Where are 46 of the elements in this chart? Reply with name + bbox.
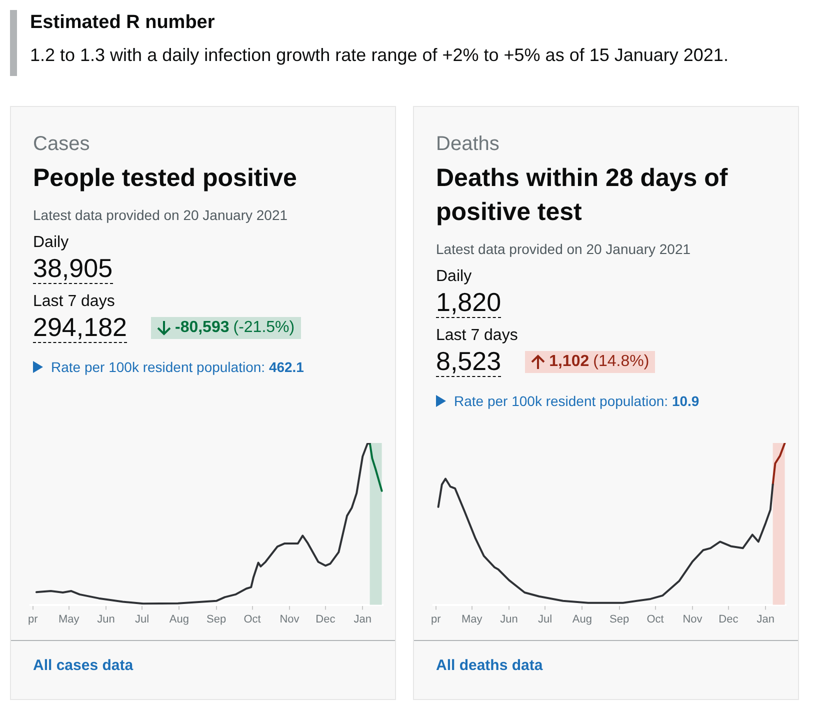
x-tick-label: Dec: [316, 613, 336, 626]
x-tick-label: Jan: [756, 613, 774, 626]
text: Estimated R number: [30, 11, 216, 35]
x-tick-label: Jan: [354, 613, 372, 626]
x-tick-label: Aug: [572, 613, 592, 626]
x-tick-label: Jun: [500, 613, 518, 626]
text: Latest data provided on 20 January 2021: [436, 240, 692, 259]
chart-title: People tested positive: [33, 163, 298, 194]
x-tick-label: Jul: [134, 613, 150, 626]
x-tick-label: Aug: [169, 613, 189, 626]
x-tick-label: Jun: [97, 613, 115, 626]
x-tick-label: pr: [28, 613, 38, 626]
x-tick-label: Sep: [610, 613, 630, 626]
text: Daily: [33, 233, 70, 253]
x-tick-label: Nov: [682, 613, 703, 626]
text: (-21.5%): [233, 318, 295, 336]
text: All cases data: [33, 657, 134, 674]
x-tick-label: May: [461, 613, 483, 626]
text: 10.9: [672, 393, 700, 409]
text: Rate per 100k resident population:: [454, 393, 668, 409]
text: Rate per 100k resident population:: [51, 359, 266, 375]
chart-subtitle: Cases: [33, 132, 91, 157]
text: 294,182: [33, 312, 127, 343]
x-tick-label: Nov: [280, 613, 300, 626]
text: 1,102: [549, 352, 590, 370]
x-tick-label: Oct: [244, 613, 261, 626]
x-tick-label: Sep: [206, 613, 226, 626]
text: Last 7 days: [436, 326, 519, 346]
text: 462.1: [268, 359, 304, 375]
text: Last 7 days: [33, 292, 116, 312]
text: (14.8%): [593, 352, 650, 370]
text: 1,820: [436, 287, 502, 318]
text: 1.2 to 1.3 with a daily infection growth rate range of +2% to +5% as of 15 January 2021.: [30, 44, 730, 67]
x-tick-label: Oct: [646, 613, 664, 626]
chart-subtitle: Deaths: [436, 132, 500, 157]
x-tick-label: Jul: [538, 613, 552, 626]
text: 8,523: [436, 346, 502, 377]
text: Latest data provided on 20 January 2021: [33, 206, 289, 225]
x-tick-label: pr: [431, 613, 442, 626]
text: -80,593: [174, 318, 230, 336]
x-tick-label: Dec: [718, 613, 739, 626]
text: Daily: [436, 267, 473, 287]
x-tick-label: May: [58, 613, 80, 626]
chart-title: Deaths within 28 days of positive test: [436, 163, 729, 228]
text: 38,905: [33, 253, 113, 284]
text: All deaths data: [436, 657, 543, 674]
